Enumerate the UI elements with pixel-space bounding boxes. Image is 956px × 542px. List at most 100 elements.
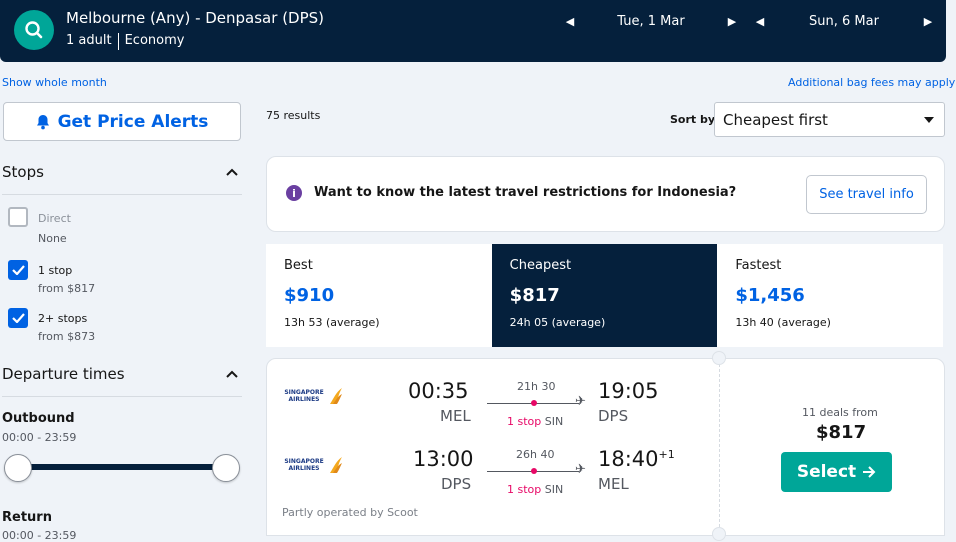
stop-dot (531, 468, 537, 474)
tab-price: $817 (509, 285, 560, 306)
outbound-slider-start-handle[interactable] (4, 454, 32, 482)
tab-duration: 13h 40 (average) (735, 316, 831, 329)
arrive-code: DPS (598, 407, 629, 425)
travel-restrictions-text: Want to know the latest travel restricti… (314, 185, 737, 200)
departure-times-header[interactable]: Departure times (2, 365, 242, 383)
leg-stops: 1 stop SIN (507, 415, 564, 428)
day-offset: +1 (658, 448, 675, 461)
arrive-time: 18:40+1 (598, 447, 675, 471)
bag-fees-link[interactable]: Additional bag fees may apply (788, 76, 956, 89)
stop-one-checkbox[interactable] (8, 260, 28, 280)
tab-duration: 24h 05 (average) (509, 316, 606, 329)
travel-restrictions-banner: i Want to know the latest travel restric… (266, 156, 945, 232)
plane-icon: ✈ (575, 462, 586, 477)
tab-cheapest[interactable]: Cheapest $817 24h 05 (average) (491, 244, 718, 347)
arrive-time: 19:05 (598, 379, 659, 403)
airline-name: SINGAPORE AIRLINES (284, 458, 324, 472)
next-date-icon[interactable]: ▶ (923, 15, 933, 28)
stop-one-sub: from $817 (38, 282, 96, 295)
flight-result-card[interactable]: SINGAPORE AIRLINES 00:35 MEL 21h 30 ✈ 1 … (266, 351, 945, 541)
departure-times-title: Departure times (2, 365, 125, 383)
airline-bird-icon (330, 457, 342, 473)
return-title: Return (2, 510, 52, 525)
checkmark-icon (11, 265, 25, 275)
caret-down-icon (924, 116, 934, 123)
stop-direct-label: Direct (38, 212, 71, 225)
stop-one-label: 1 stop (38, 264, 73, 277)
search-summary-bar[interactable]: Melbourne (Any) - Denpasar (DPS) 1 adult… (0, 0, 946, 62)
price-alerts-button[interactable]: Get Price Alerts (3, 102, 241, 141)
arrive-code: MEL (598, 475, 629, 493)
depart-time: 13:00 (413, 447, 474, 471)
results-count: 75 results (266, 109, 321, 122)
depart-code: DPS (441, 475, 472, 493)
stop-two-sub: from $873 (38, 330, 96, 343)
route-title: Melbourne (Any) - Denpasar (DPS) (66, 9, 325, 27)
depart-date-nav: ◀ Tue, 1 Mar ▶ (562, 14, 740, 29)
divider (117, 33, 119, 50)
prev-date-icon[interactable]: ◀ (565, 15, 575, 28)
deals-count: 11 deals from (802, 406, 878, 419)
see-travel-info-button[interactable]: See travel info (806, 175, 927, 214)
search-icon[interactable] (14, 10, 54, 50)
airline-bird-icon (330, 388, 342, 404)
depart-code: MEL (440, 407, 471, 425)
sort-label: Sort by (670, 113, 716, 126)
tab-price: $1,456 (735, 285, 805, 306)
tab-best[interactable]: Best $910 13h 53 (average) (266, 244, 492, 347)
leg-duration: 26h 40 (516, 448, 555, 461)
stops-title: Stops (2, 163, 44, 181)
airline-logo: SINGAPORE AIRLINES (283, 386, 344, 406)
outbound-range: 00:00 - 23:59 (2, 431, 77, 444)
result-price: $817 (816, 422, 867, 443)
stops-filter-header[interactable]: Stops (2, 163, 242, 181)
leg-duration: 21h 30 (517, 380, 556, 393)
price-alerts-label: Get Price Alerts (57, 111, 209, 132)
outbound-slider-track[interactable] (18, 464, 228, 470)
stop-direct-checkbox[interactable] (8, 207, 28, 227)
outbound-slider-end-handle[interactable] (212, 454, 240, 482)
card-notch (712, 351, 726, 365)
depart-time: 00:35 (408, 379, 469, 403)
cabin-class: Economy (124, 33, 185, 48)
passenger-summary: 1 adult Economy (66, 33, 184, 50)
stop-two-label: 2+ stops (38, 312, 88, 325)
arrow-right-icon (863, 466, 876, 478)
card-notch (712, 527, 726, 541)
select-button[interactable]: Select (781, 452, 892, 492)
prev-date-icon[interactable]: ◀ (755, 15, 765, 28)
stop-direct-sub: None (38, 232, 67, 245)
outbound-title: Outbound (2, 411, 75, 426)
sort-select[interactable]: Cheapest first (714, 102, 945, 137)
next-date-icon[interactable]: ▶ (727, 15, 737, 28)
tab-price: $910 (284, 285, 335, 306)
sort-tabs: Best $910 13h 53 (average) Cheapest $817… (266, 244, 943, 347)
checkmark-icon (11, 313, 25, 323)
show-whole-month-link[interactable]: Show whole month (2, 76, 107, 89)
tab-name: Cheapest (509, 258, 572, 273)
return-date-nav: ◀ Sun, 6 Mar ▶ (752, 14, 936, 29)
divider (2, 194, 242, 195)
divider (719, 359, 720, 537)
chevron-up-icon[interactable] (226, 168, 238, 176)
airline-name: SINGAPORE AIRLINES (284, 389, 324, 403)
tab-name: Fastest (735, 258, 782, 273)
airline-logo: SINGAPORE AIRLINES (283, 455, 344, 475)
bell-icon (36, 114, 49, 129)
leg-stops: 1 stop SIN (507, 483, 564, 496)
chevron-up-icon[interactable] (226, 370, 238, 378)
return-date[interactable]: Sun, 6 Mar (809, 14, 879, 29)
tab-name: Best (284, 258, 313, 273)
sort-value: Cheapest first (723, 110, 828, 129)
divider (2, 396, 242, 397)
stop-dot (531, 400, 537, 406)
passenger-count: 1 adult (66, 33, 112, 48)
select-label: Select (796, 462, 857, 482)
plane-icon: ✈ (575, 394, 586, 409)
depart-date[interactable]: Tue, 1 Mar (617, 14, 685, 29)
info-icon: i (286, 185, 302, 201)
stop-two-checkbox[interactable] (8, 308, 28, 328)
tab-duration: 13h 53 (average) (284, 316, 380, 329)
tab-fastest[interactable]: Fastest $1,456 13h 40 (average) (717, 244, 943, 347)
operated-by-note: Partly operated by Scoot (282, 506, 418, 519)
